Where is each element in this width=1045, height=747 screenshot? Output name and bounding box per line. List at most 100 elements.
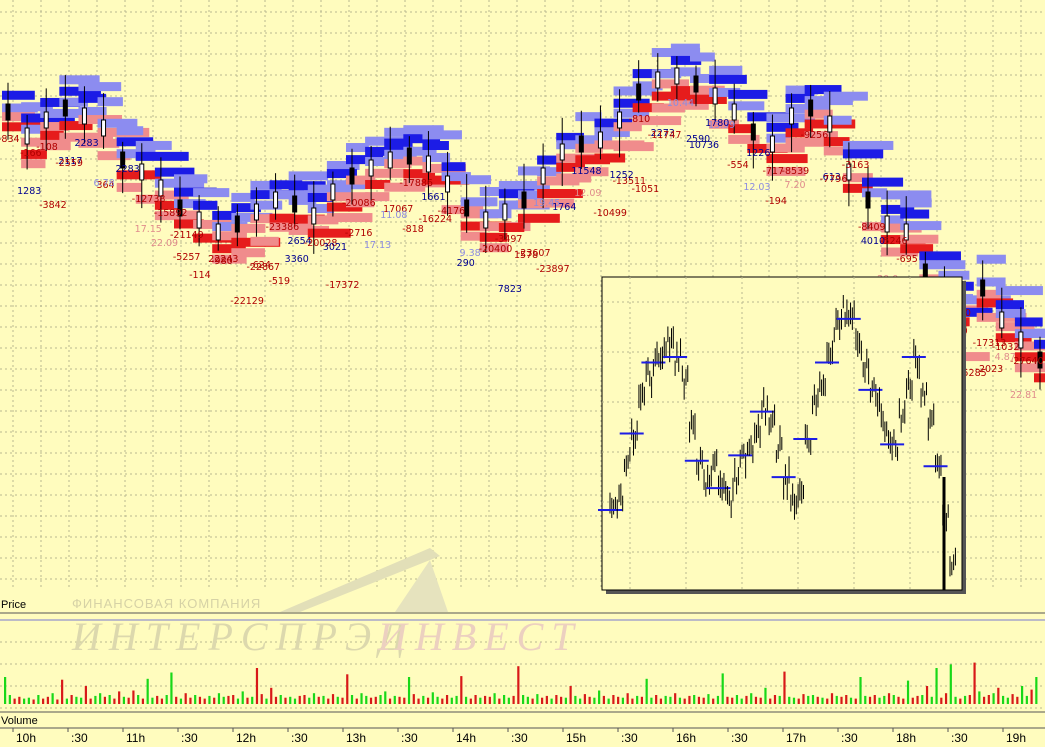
level-label: 12.09 <box>574 188 601 199</box>
level-label: 3360 <box>285 254 309 265</box>
cluster-bar <box>919 251 961 261</box>
level-label: -16224 <box>418 214 452 225</box>
volume-bar <box>588 696 591 704</box>
volume-bar <box>726 696 729 704</box>
cluster-bar <box>174 174 208 184</box>
volume-bar <box>151 697 154 704</box>
volume-bar <box>398 696 401 704</box>
cluster-bar <box>346 175 376 185</box>
candle-body <box>43 111 49 129</box>
volume-bar <box>792 697 796 704</box>
volume-bar <box>640 696 644 704</box>
level-label: -624 <box>249 260 271 271</box>
volume-bar <box>811 695 815 704</box>
candle-body <box>158 179 164 197</box>
level-label: 17.15 <box>135 224 162 235</box>
cluster-bar <box>881 204 915 214</box>
volume-bar <box>65 698 68 704</box>
time-tick-label: :30 <box>511 731 528 745</box>
cluster-bar <box>174 219 204 229</box>
cluster-bar <box>307 193 333 203</box>
candle-body <box>177 199 183 217</box>
volume-bar <box>137 695 140 704</box>
volume-bar <box>265 698 268 704</box>
candle-body <box>540 167 546 185</box>
candle-body <box>196 211 202 229</box>
volume-bar <box>731 697 734 704</box>
cluster-bar <box>842 183 873 193</box>
time-tick-label: 18h <box>896 731 916 745</box>
volume-bar <box>80 697 83 704</box>
level-label: -22867 <box>246 262 280 273</box>
volume-bar <box>978 691 981 704</box>
candle-body <box>731 103 737 121</box>
candle-body <box>387 151 393 169</box>
cluster-bar <box>1034 328 1045 338</box>
volume-bar <box>769 698 772 704</box>
volume-bar <box>346 674 349 704</box>
time-tick-label: 12h <box>236 731 256 745</box>
cluster-bar <box>384 149 417 159</box>
level-label: -23607 <box>517 248 551 259</box>
level-label: -7796 <box>820 174 848 185</box>
volume-bar <box>232 695 235 704</box>
level-label: 2273 <box>651 128 675 139</box>
volume-bar <box>246 697 249 704</box>
cluster-bar <box>823 137 850 147</box>
cluster-bar <box>900 244 934 254</box>
cluster-bar <box>288 195 317 205</box>
volume-bar <box>388 698 392 704</box>
time-tick-label: :30 <box>621 731 638 745</box>
volume-bar <box>973 662 976 704</box>
level-label: -17886 <box>399 178 433 189</box>
volume-bar <box>479 697 482 704</box>
cluster-bar <box>250 236 279 246</box>
cluster-bar <box>365 157 404 167</box>
volume-bar <box>873 695 876 704</box>
cluster-bar <box>441 172 471 182</box>
volume-bar <box>712 698 715 704</box>
volume-bar <box>308 697 311 704</box>
volume-bar <box>355 698 358 704</box>
cluster-bar <box>518 166 551 176</box>
cluster-bar <box>1014 317 1043 327</box>
volume-bar <box>122 696 126 704</box>
cluster-bar <box>651 79 690 89</box>
volume-bar <box>607 698 610 704</box>
cluster-bar <box>154 167 195 177</box>
cluster-bar <box>326 192 369 202</box>
volume-bar <box>531 698 534 704</box>
cluster-bar <box>498 189 535 199</box>
volume-bar <box>255 668 259 704</box>
cluster-bar <box>995 333 1032 343</box>
volume-bar <box>175 696 178 704</box>
volume-bar <box>897 696 900 704</box>
inset-chart <box>598 276 966 594</box>
level-label: -2023 <box>976 364 1004 375</box>
volume-bar <box>379 695 382 704</box>
level-label: -23897 <box>536 264 570 275</box>
volume-bar <box>702 697 705 704</box>
cluster-bar <box>40 130 64 140</box>
cluster-bar <box>307 228 351 238</box>
volume-bar <box>274 696 278 704</box>
cluster-bar <box>116 170 161 180</box>
volume-bar <box>460 676 463 704</box>
candle-body <box>101 119 107 137</box>
time-axis: 10h:30 11h:30 12h:30 13h:30 14h:30 15h:30 16h:… <box>12 728 1026 745</box>
volume-bar <box>674 693 677 704</box>
volume-bar <box>797 698 800 704</box>
volume-bar <box>251 696 254 704</box>
level-label: -810 <box>629 114 651 125</box>
candle-body <box>1018 331 1024 349</box>
cluster-bar <box>40 108 82 118</box>
level-label: -27640 <box>1010 356 1044 367</box>
cluster-bar <box>212 244 246 254</box>
candle-body <box>827 115 833 133</box>
volume-bars <box>4 662 1038 704</box>
volume-bar <box>526 696 529 704</box>
candle-body <box>5 103 11 121</box>
volume-bar <box>944 693 948 704</box>
cluster-bar <box>651 103 685 113</box>
level-label: -10499 <box>593 208 627 219</box>
